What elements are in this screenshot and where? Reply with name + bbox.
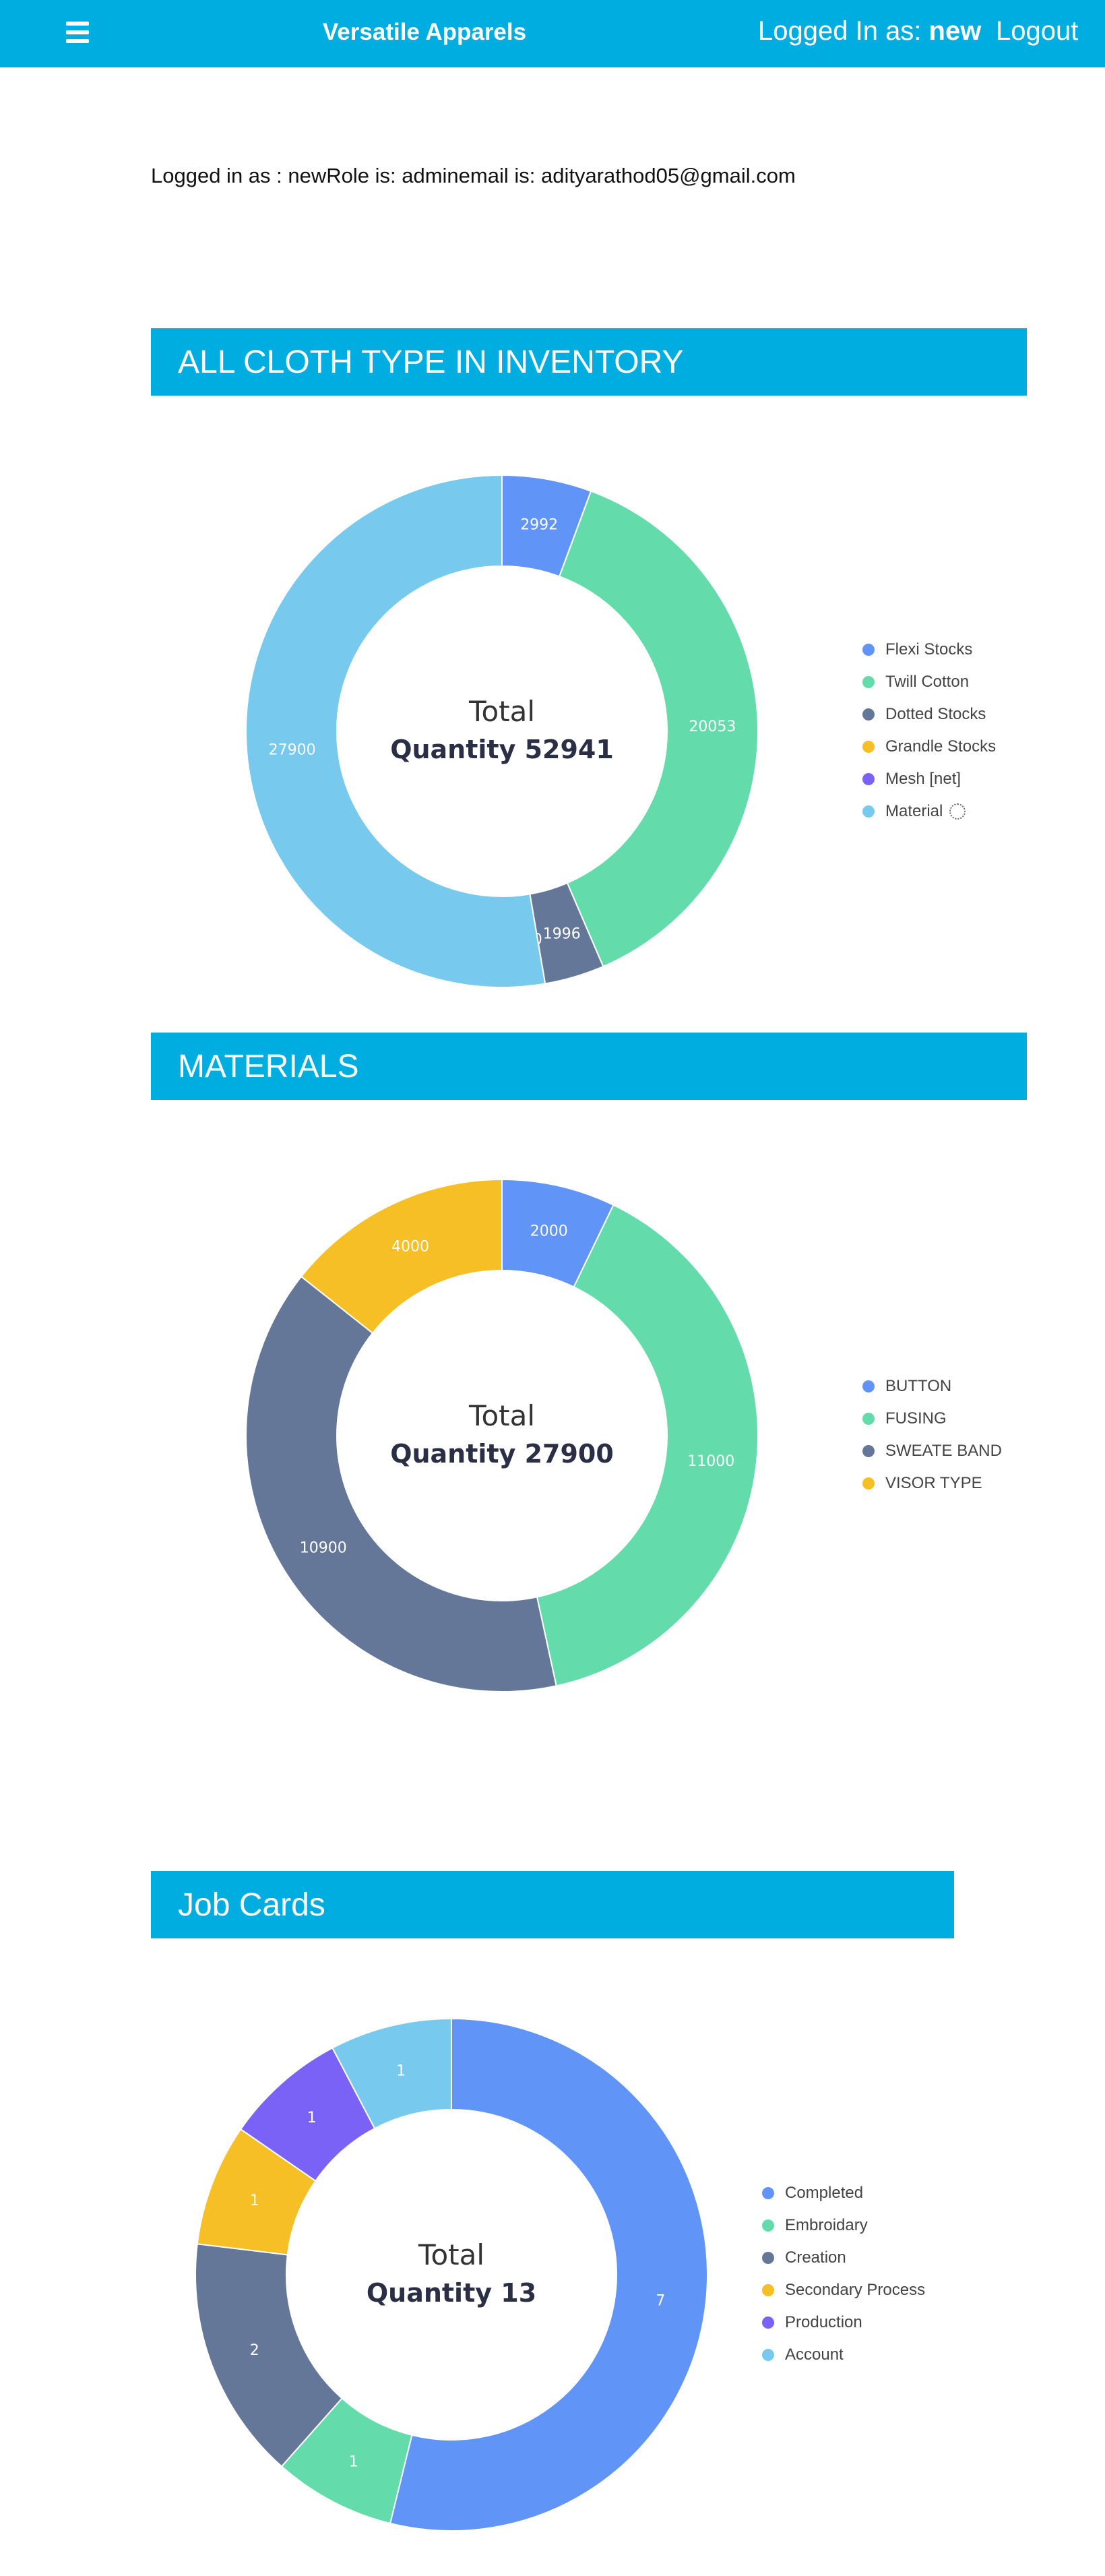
user-info-text: Logged in as : newRole is: adminemail is… [151, 164, 796, 187]
legend-item[interactable]: Grandle Stocks [862, 731, 996, 763]
legend-dot-icon [862, 773, 875, 785]
slice-data-label: 2 [250, 2342, 259, 2359]
legend-item[interactable]: Dotted Stocks [862, 698, 996, 731]
legend-label: Material [885, 802, 943, 820]
legend-dot-icon [862, 1445, 875, 1457]
legend-dot-icon [862, 741, 875, 753]
legend-label: Account [785, 2345, 844, 2364]
slice-data-label: 4000 [391, 1239, 429, 1256]
center-quantity-label: Quantity 52941 [390, 735, 614, 764]
legend-label: VISOR TYPE [885, 1474, 982, 1492]
slice-data-label: 2000 [530, 1223, 568, 1239]
legend-dot-icon [862, 805, 875, 818]
slice-data-label: 1 [349, 2454, 358, 2471]
cloth-donut-chart: 2992200531996027900TotalQuantity 52941 [245, 474, 759, 988]
materials-donut-chart: 2000 11000 10900 4000 Total Quantity 27900 [245, 1178, 759, 1692]
materials-legend: BUTTON FUSING SWEATE BAND VISOR TYPE [862, 1370, 1002, 1500]
slice-account[interactable] [332, 2017, 452, 2130]
legend-item[interactable]: Secondary Process [762, 2274, 925, 2306]
center-total-label: Total [468, 1399, 535, 1432]
center-total-label: Total [418, 2238, 484, 2271]
legend-label: Completed [785, 2184, 864, 2202]
center-quantity-label: Quantity 13 [367, 2278, 536, 2308]
top-navbar: Versatile Apparels Logged In as: new Log… [0, 0, 1105, 67]
legend-label: Mesh [net] [885, 770, 961, 788]
legend-dot-icon [762, 2187, 774, 2199]
legend-label: Secondary Process [785, 2281, 926, 2299]
center-quantity-label: Quantity 27900 [390, 1439, 614, 1469]
slice-data-label: 20053 [689, 718, 736, 735]
legend-label: Twill Cotton [885, 673, 970, 691]
section-title-cloth: ALL CLOTH TYPE IN INVENTORY [151, 328, 1027, 396]
slice-data-label: 2992 [520, 516, 558, 533]
legend-item[interactable]: Account [762, 2339, 925, 2371]
legend-label: SWEATE BAND [885, 1442, 1002, 1460]
legend-item[interactable]: BUTTON [862, 1370, 1002, 1403]
legend-item[interactable]: VISOR TYPE [862, 1467, 1002, 1500]
section-title-materials: MATERIALS [151, 1033, 1027, 1100]
legend-item[interactable]: Embroidary [762, 2209, 925, 2242]
slice-fusing[interactable] [536, 1204, 759, 1687]
logged-in-status: Logged In as: new [758, 16, 981, 47]
slice-twill-cotton[interactable] [558, 490, 759, 968]
legend-dot-icon [862, 644, 875, 656]
legend-label: Flexi Stocks [885, 640, 973, 658]
logout-button[interactable]: Logout [996, 16, 1079, 46]
slice-material[interactable] [245, 474, 546, 988]
cloth-legend: Flexi Stocks Twill Cotton Dotted Stocks Gra… [862, 634, 996, 828]
legend-label: BUTTON [885, 1377, 952, 1395]
legend-label: Embroidary [785, 2216, 868, 2234]
legend-dot-icon [862, 708, 875, 720]
legend-item[interactable]: Production [762, 2306, 925, 2339]
legend-item[interactable]: SWEATE BAND [862, 1435, 1002, 1467]
legend-dot-icon [862, 1380, 875, 1392]
legend-dot-icon [862, 1413, 875, 1425]
slice-data-label: 11000 [687, 1453, 734, 1470]
slice-completed[interactable] [389, 2017, 708, 2532]
legend-dot-icon [862, 676, 875, 688]
slice-data-label: 7 [656, 2293, 665, 2310]
loading-spinner-icon [949, 803, 966, 820]
legend-item[interactable]: Material [862, 795, 996, 828]
legend-item[interactable]: Twill Cotton [862, 666, 996, 698]
slice-data-label: 1996 [543, 926, 581, 943]
legend-dot-icon [762, 2284, 774, 2296]
legend-item[interactable]: Creation [762, 2242, 925, 2274]
legend-dot-icon [862, 1477, 875, 1490]
legend-label: Production [785, 2313, 862, 2331]
legend-label: Dotted Stocks [885, 705, 986, 723]
legend-dot-icon [762, 2219, 774, 2232]
slice-sweate-band[interactable] [245, 1275, 557, 1692]
slice-data-label: 27900 [269, 741, 316, 758]
legend-label: Grandle Stocks [885, 737, 997, 756]
legend-dot-icon [762, 2349, 774, 2361]
legend-item[interactable]: Mesh [net] [862, 763, 996, 795]
legend-item[interactable]: Flexi Stocks [862, 634, 996, 666]
section-title-jobcards: Job Cards [151, 1871, 954, 1938]
slice-visor-type[interactable] [300, 1178, 503, 1335]
brand-title[interactable]: Versatile Apparels [322, 19, 527, 45]
legend-item[interactable]: Completed [762, 2177, 925, 2209]
jobcards-donut-chart: 7 1 2 1 1 1 Total Quantity 13 [195, 2017, 708, 2532]
slice-data-label: 1 [307, 2110, 317, 2126]
logged-in-user: new [928, 16, 982, 46]
legend-dot-icon [762, 2317, 774, 2329]
legend-item[interactable]: FUSING [862, 1403, 1002, 1435]
slice-data-label: 1 [396, 2063, 406, 2080]
jobcards-legend: Completed Embroidary Creation Secondary Pro… [762, 2177, 925, 2371]
center-total-label: Total [468, 695, 535, 728]
legend-label: Creation [785, 2248, 846, 2267]
menu-icon[interactable] [66, 22, 89, 43]
slice-data-label: 1 [250, 2192, 259, 2209]
legend-dot-icon [762, 2252, 774, 2264]
logged-in-prefix: Logged In as: [758, 16, 922, 46]
legend-label: FUSING [885, 1409, 947, 1428]
slice-data-label: 10900 [300, 1539, 347, 1556]
